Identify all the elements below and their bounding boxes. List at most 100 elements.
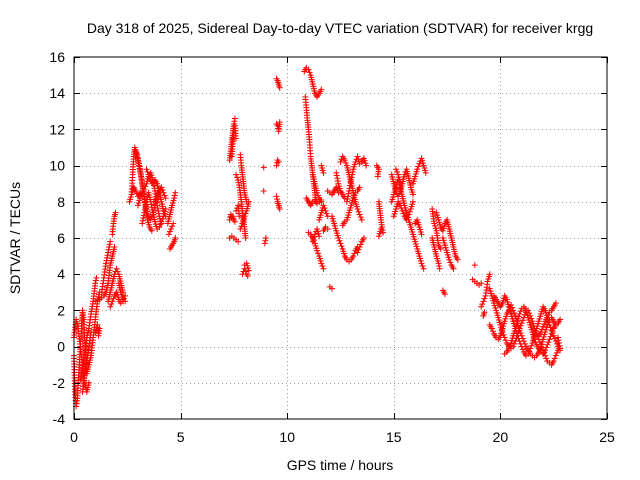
data-point <box>77 373 84 380</box>
data-point <box>526 348 533 355</box>
data-point <box>557 316 564 323</box>
data-point <box>546 321 553 328</box>
data-point <box>556 342 563 349</box>
y-tick-label: -4 <box>53 411 66 427</box>
data-point <box>92 280 99 287</box>
data-point <box>343 198 350 205</box>
data-point <box>342 159 349 166</box>
data-point <box>318 86 325 93</box>
data-point <box>545 339 552 346</box>
data-point <box>338 243 345 250</box>
data-point <box>489 328 496 335</box>
y-tick-label: 10 <box>49 158 65 174</box>
data-point <box>403 216 410 223</box>
data-point <box>553 349 560 356</box>
x-axis-label: GPS time / hours <box>287 457 394 473</box>
data-point <box>315 192 322 199</box>
data-point <box>538 326 545 333</box>
data-point <box>510 307 517 314</box>
data-point <box>404 214 411 221</box>
data-point <box>552 300 559 307</box>
data-point <box>358 216 365 223</box>
data-point <box>398 205 405 212</box>
data-point <box>349 168 356 175</box>
data-point <box>354 249 361 256</box>
y-tick-label: -2 <box>53 375 66 391</box>
data-points <box>71 64 564 410</box>
data-point <box>528 342 535 349</box>
x-tick-label: 0 <box>70 429 78 445</box>
data-point <box>511 310 518 317</box>
data-point <box>142 204 149 211</box>
data-point <box>276 206 283 213</box>
data-point <box>155 207 162 214</box>
data-point <box>231 218 238 225</box>
data-point <box>155 210 162 217</box>
data-point <box>336 237 343 244</box>
data-point <box>541 320 548 327</box>
data-point <box>511 340 518 347</box>
data-point <box>107 303 114 310</box>
data-point <box>527 345 534 352</box>
data-point <box>262 237 269 244</box>
data-point <box>323 210 330 217</box>
data-point <box>357 214 364 221</box>
data-point <box>104 254 111 261</box>
data-point <box>551 355 558 362</box>
data-point <box>486 271 493 278</box>
data-point <box>172 235 179 241</box>
data-point <box>409 191 416 198</box>
data-point <box>324 225 331 232</box>
y-axis-ticks: -4 -2 0 2 4 6 8 10 12 14 16 <box>49 49 607 427</box>
data-point <box>351 192 358 199</box>
data-point <box>122 298 129 305</box>
data-point <box>136 163 143 170</box>
data-point <box>488 325 495 332</box>
data-point <box>144 168 151 175</box>
data-point <box>540 323 547 330</box>
data-point <box>245 198 252 205</box>
data-point <box>106 241 113 248</box>
data-point <box>350 195 357 202</box>
data-point <box>555 337 562 344</box>
data-point <box>238 223 245 230</box>
y-tick-label: 0 <box>57 339 65 355</box>
data-point <box>356 184 363 191</box>
data-point <box>139 220 146 227</box>
data-point <box>519 317 526 324</box>
data-point <box>135 158 142 165</box>
data-point <box>132 187 139 194</box>
data-point <box>378 225 385 232</box>
data-point <box>314 189 321 196</box>
data-point <box>515 335 522 342</box>
data-point <box>450 265 457 272</box>
data-point <box>321 205 328 212</box>
data-point <box>544 341 551 348</box>
data-point <box>273 162 280 169</box>
data-point <box>347 182 354 189</box>
data-point <box>420 265 427 272</box>
data-point <box>244 273 251 280</box>
data-point <box>242 268 249 275</box>
data-point <box>160 189 167 196</box>
data-point <box>170 220 177 227</box>
data-point <box>328 285 335 292</box>
data-point <box>435 260 442 267</box>
data-point <box>316 233 323 240</box>
data-point <box>518 343 525 350</box>
data-point <box>355 208 362 215</box>
data-point <box>478 303 485 310</box>
data-point <box>77 376 84 383</box>
data-point <box>236 213 243 220</box>
data-point <box>337 158 344 165</box>
data-point <box>454 256 461 263</box>
data-point <box>274 196 281 203</box>
data-point <box>142 183 149 190</box>
data-point <box>273 193 280 200</box>
data-point <box>446 256 453 263</box>
data-point <box>479 301 486 308</box>
x-tick-label: 10 <box>279 429 295 445</box>
data-point <box>510 343 517 350</box>
data-point <box>543 344 550 351</box>
